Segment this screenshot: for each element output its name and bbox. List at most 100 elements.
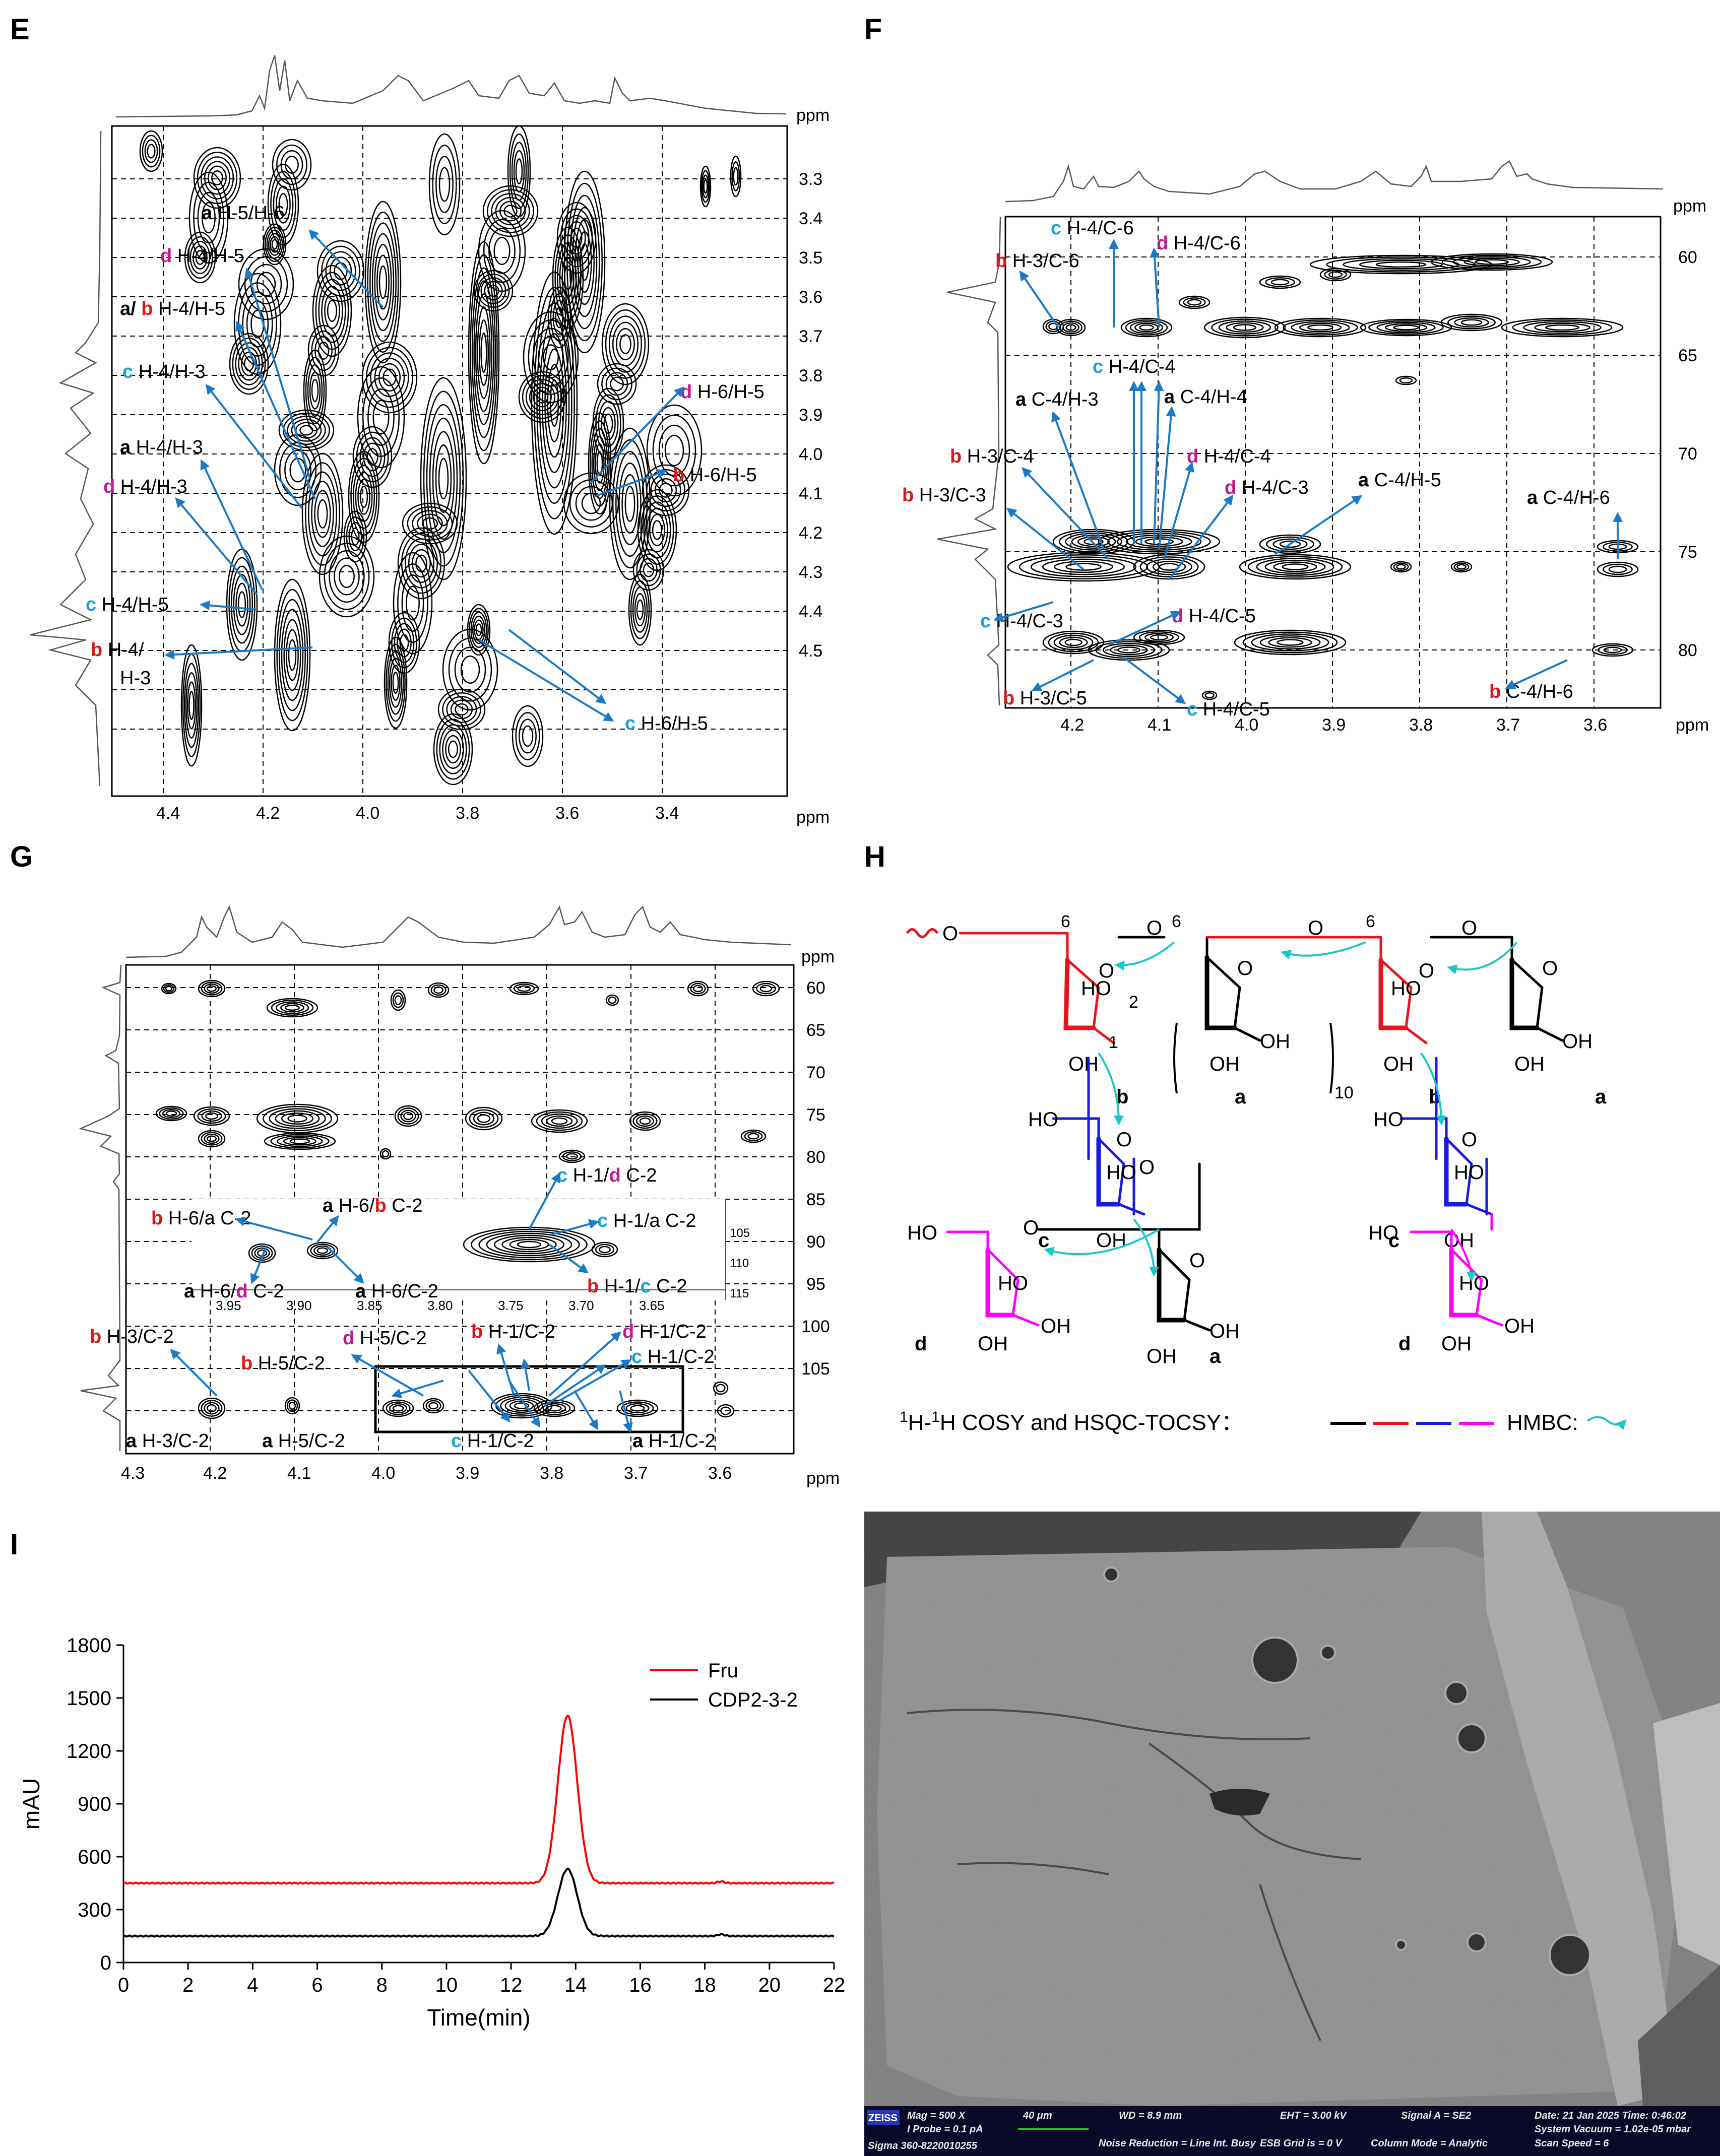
h-ho-label: HO bbox=[1459, 1272, 1489, 1294]
g-contour bbox=[163, 984, 175, 993]
g-contour bbox=[536, 1111, 583, 1131]
f-left-projection-spectrum bbox=[937, 216, 1001, 706]
panel-i: I 0 2 4 6 8 10 12 14 16 18 20 22 0 300 600 900 1200 1500 1… bbox=[10, 1528, 845, 2031]
e-contour bbox=[597, 363, 637, 405]
e-contour bbox=[515, 712, 540, 760]
e-contour bbox=[512, 705, 544, 767]
g-contour bbox=[165, 986, 173, 992]
e-annotation: d H-6/H-5 bbox=[680, 381, 765, 403]
e-annotation: a/ b H-4/H-5 bbox=[120, 298, 225, 319]
e-contour bbox=[270, 171, 296, 238]
e-xtick: 3.8 bbox=[456, 804, 479, 823]
g-contour bbox=[159, 1107, 184, 1120]
e-contour bbox=[733, 167, 739, 186]
e-contour bbox=[628, 573, 652, 646]
e-contour bbox=[575, 219, 595, 305]
e-contour bbox=[544, 348, 564, 458]
e-contour bbox=[577, 231, 592, 293]
h-ho-label: HO bbox=[1368, 1222, 1398, 1244]
f-y-unit: ppm bbox=[1673, 197, 1706, 216]
g-contour bbox=[394, 1105, 422, 1127]
j-scale-label: 40 μm bbox=[1023, 2110, 1052, 2121]
e-contour bbox=[276, 589, 308, 722]
e-contour bbox=[612, 439, 648, 569]
f-contour bbox=[1430, 253, 1553, 271]
h-oh-label: OH bbox=[1441, 1333, 1472, 1355]
g-contours bbox=[155, 979, 780, 1419]
e-contour bbox=[318, 279, 346, 343]
h-oh-label: OH bbox=[1209, 1320, 1240, 1342]
g-contour bbox=[625, 1403, 650, 1414]
f-contour bbox=[1283, 319, 1358, 336]
g-contour bbox=[433, 986, 443, 994]
g-contour bbox=[283, 1137, 317, 1146]
e-contour bbox=[188, 691, 195, 720]
i-x-tick-label: 16 bbox=[629, 1974, 652, 1996]
f-contour bbox=[1441, 254, 1542, 270]
e-contour bbox=[541, 333, 567, 473]
e-contour bbox=[359, 485, 368, 508]
f-contour bbox=[1512, 319, 1613, 336]
g-annotation: b H-1/c C-2 bbox=[587, 1276, 687, 1297]
e-contour bbox=[312, 265, 352, 357]
e-contour bbox=[423, 390, 464, 567]
e-contour bbox=[274, 578, 311, 732]
i-y-tick-label: 600 bbox=[78, 1846, 111, 1868]
e-contour bbox=[519, 718, 537, 754]
g-contour bbox=[277, 1135, 323, 1147]
f-contour bbox=[1277, 639, 1304, 646]
e-contour bbox=[478, 319, 489, 386]
f-contour bbox=[1375, 261, 1427, 268]
e-contour bbox=[438, 167, 451, 202]
f-annotations: c H-4/C-6 d H-4/C-6 b H-3/C-6 c H-4/C-4 … bbox=[902, 218, 1610, 720]
g-contour bbox=[486, 1232, 572, 1257]
h-b-residue-top-linker bbox=[959, 932, 1069, 961]
f-contour bbox=[1266, 536, 1314, 552]
h-oh-label: OH bbox=[1504, 1315, 1535, 1337]
i-y-axis-label: mAU bbox=[18, 1778, 44, 1830]
g-contour bbox=[595, 1244, 615, 1256]
e-annotations: a H-5/H-6 d H-4/H-5 a/ b H-4/H-5 c H-4/H… bbox=[86, 203, 765, 734]
g-annotations: c H-1/d C-2 b H-6/a C-2 a H-6/b C-2 c H-… bbox=[90, 1165, 716, 1452]
g-inset-background bbox=[192, 1199, 726, 1300]
h-o-label: O bbox=[1116, 1129, 1132, 1151]
g-contour bbox=[248, 1243, 276, 1263]
e-ytick: 4.4 bbox=[799, 602, 822, 621]
e-ytick: 3.6 bbox=[799, 288, 822, 307]
i-y-tick-label: 300 bbox=[78, 1899, 111, 1921]
i-x-tick-label: 10 bbox=[435, 1974, 458, 1996]
g-contour bbox=[288, 1401, 296, 1410]
i-chromatogram: 0 2 4 6 8 10 12 14 16 18 20 22 0 300 600 900 1200 1500 180… bbox=[18, 1635, 845, 2031]
e-contour bbox=[311, 481, 334, 547]
f-contour bbox=[1204, 692, 1215, 699]
i-x-tick-label: 4 bbox=[247, 1974, 258, 1996]
f-annotation: b H-3/C-4 bbox=[950, 446, 1034, 467]
i-legend-label: CDP2-3-2 bbox=[708, 1689, 798, 1711]
g-inset-xtick: 3.80 bbox=[427, 1298, 453, 1313]
g-contour bbox=[541, 1113, 578, 1129]
g-contour bbox=[514, 1402, 530, 1409]
e-contour bbox=[601, 303, 650, 385]
g-contour bbox=[392, 1405, 404, 1412]
f-contour bbox=[1270, 279, 1290, 286]
h-ho-label: HO bbox=[1454, 1161, 1484, 1184]
e-contour bbox=[539, 317, 570, 489]
f-contour bbox=[1291, 321, 1350, 334]
e-contour bbox=[357, 479, 370, 515]
i-series-line-fru bbox=[123, 1714, 835, 1885]
f-contour bbox=[1247, 556, 1343, 578]
e-contour bbox=[321, 245, 360, 297]
h-residue-a-right: O OH OH a bbox=[1509, 936, 1607, 1108]
e-contour bbox=[250, 309, 265, 339]
g-contour bbox=[517, 985, 531, 992]
e-contour bbox=[473, 280, 494, 425]
i-y-tick-label: 1800 bbox=[67, 1635, 111, 1657]
g-annotation: b H-3/C-2 bbox=[90, 1326, 174, 1347]
g-y-axis: 60 65 70 75 80 85 90 95 100 105 bbox=[801, 978, 830, 1379]
f-contour bbox=[1064, 638, 1082, 646]
f-annotation: a C-4/H-3 bbox=[1015, 389, 1099, 410]
e-contour bbox=[316, 240, 365, 302]
f-x-unit: ppm bbox=[1676, 715, 1709, 735]
e-contour bbox=[237, 591, 246, 618]
